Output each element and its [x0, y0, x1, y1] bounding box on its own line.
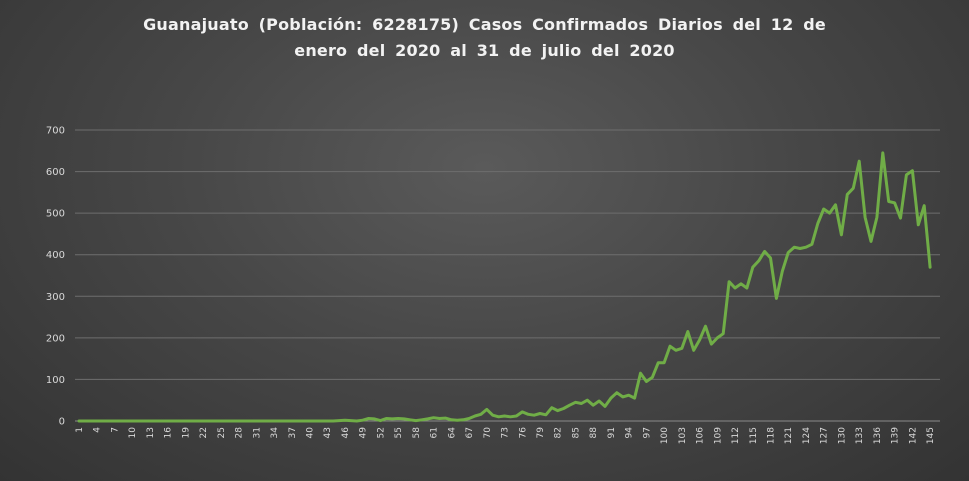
x-tick-label: 40 [306, 427, 316, 439]
x-tick-label: 61 [430, 427, 440, 438]
x-tick-label: 49 [359, 427, 369, 439]
chart-title-line-2: enero del 2020 al 31 de julio del 2020 [294, 41, 675, 60]
x-tick-label: 118 [767, 427, 777, 444]
chart-title: Guanajuato (Población: 6228175) Casos Co… [0, 12, 969, 64]
x-tick-label: 85 [571, 427, 581, 438]
x-tick-label: 127 [820, 427, 830, 444]
x-tick-label: 106 [696, 427, 706, 444]
series-layer [77, 151, 932, 423]
x-tick-label: 73 [501, 427, 511, 438]
x-tick-label: 88 [589, 427, 599, 439]
y-axis-ticks: 0 100 200 300 400 500 600 700 [46, 126, 65, 428]
series-line-0 [77, 151, 932, 423]
x-tick-label: 13 [146, 427, 156, 438]
x-tick-label: 64 [447, 427, 457, 439]
x-tick-label: 43 [323, 427, 333, 438]
x-tick-label: 82 [554, 427, 564, 438]
x-tick-label: 124 [802, 427, 812, 444]
x-tick-label: 97 [642, 427, 652, 438]
x-tick-label: 52 [376, 427, 386, 438]
x-tick-label: 25 [217, 427, 227, 438]
x-tick-label: 58 [412, 427, 422, 439]
x-tick-label: 112 [731, 427, 741, 444]
x-tick-label: 79 [536, 427, 546, 439]
x-tick-label: 46 [341, 427, 351, 439]
x-tick-label: 115 [749, 427, 759, 444]
x-tick-label: 139 [891, 427, 901, 444]
y-tick-label: 600 [46, 167, 65, 178]
x-tick-label: 136 [873, 427, 883, 444]
x-tick-label: 4 [93, 427, 103, 433]
chart-title-line-1: Guanajuato (Población: 6228175) Casos Co… [143, 15, 826, 34]
x-tick-label: 145 [926, 427, 936, 444]
y-tick-label: 200 [46, 333, 65, 344]
y-tick-label: 500 [46, 209, 65, 220]
x-tick-label: 94 [625, 427, 635, 439]
x-tick-label: 34 [270, 427, 280, 439]
x-tick-label: 142 [908, 427, 918, 444]
x-tick-label: 31 [252, 427, 262, 438]
x-tick-label: 16 [164, 427, 174, 439]
x-tick-label: 70 [483, 427, 493, 439]
x-tick-label: 55 [394, 427, 404, 438]
gridlines [75, 129, 940, 422]
x-tick-label: 67 [465, 427, 475, 438]
x-tick-label: 130 [837, 427, 847, 444]
x-axis-ticks: 1 4 7 10 13 16 19 22 25 28 31 34 37 40 43 46 49 52 55 58 61 6… [75, 427, 936, 444]
x-tick-label: 133 [855, 427, 865, 444]
x-tick-label: 76 [518, 427, 528, 439]
y-tick-label: 100 [46, 375, 65, 386]
x-tick-label: 121 [784, 427, 794, 444]
x-tick-label: 91 [607, 427, 617, 438]
x-tick-label: 7 [110, 427, 120, 433]
x-tick-label: 22 [199, 427, 209, 438]
x-tick-label: 19 [181, 427, 191, 439]
y-tick-label: 300 [46, 292, 65, 303]
x-tick-label: 28 [235, 427, 245, 439]
y-tick-label: 700 [46, 126, 65, 137]
x-tick-label: 10 [128, 427, 138, 439]
y-tick-label: 0 [59, 417, 65, 428]
x-tick-label: 109 [713, 427, 723, 444]
x-tick-label: 1 [75, 427, 85, 433]
x-tick-label: 103 [678, 427, 688, 444]
x-tick-label: 100 [660, 427, 670, 444]
x-tick-label: 37 [288, 427, 298, 438]
y-tick-label: 400 [46, 250, 65, 261]
